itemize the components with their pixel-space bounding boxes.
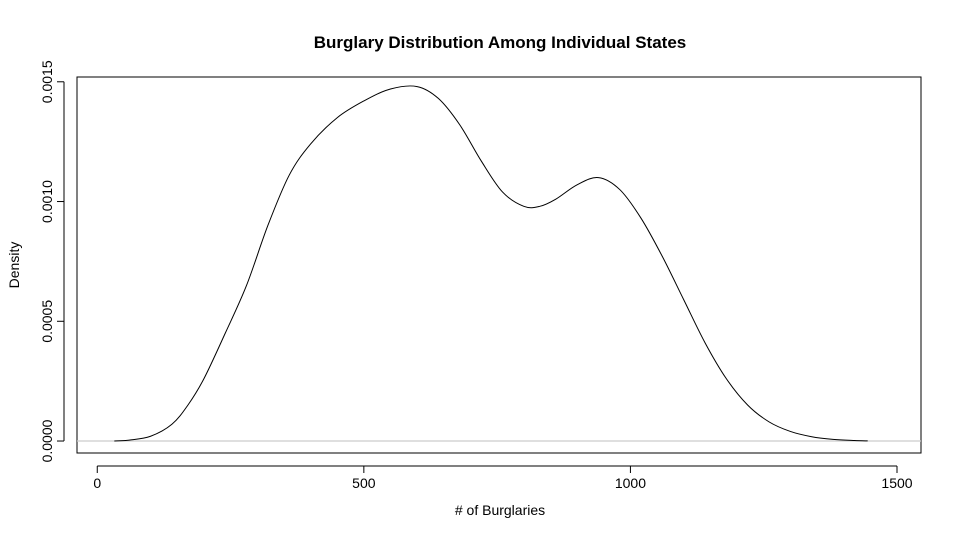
density-curve xyxy=(114,85,868,442)
y-tick-label: 0.0015 xyxy=(39,60,55,103)
x-tick-label: 0 xyxy=(93,475,101,491)
y-tick-label: 0.0000 xyxy=(39,419,55,462)
y-tick-label: 0.0010 xyxy=(39,180,55,223)
y-axis-label: Density xyxy=(6,242,22,289)
plot-frame xyxy=(76,76,922,454)
x-tick-label: 1500 xyxy=(881,475,912,491)
y-tick-label: 0.0005 xyxy=(39,300,55,343)
x-axis: 0 500 1000 1500 xyxy=(93,465,913,491)
x-tick-label: 500 xyxy=(352,475,376,491)
y-axis: 0.0000 0.0005 0.0010 0.0015 xyxy=(39,60,65,462)
x-axis-label: # of Burglaries xyxy=(455,502,545,518)
chart-title: Burglary Distribution Among Individual S… xyxy=(314,33,686,52)
x-tick-label: 1000 xyxy=(615,475,646,491)
